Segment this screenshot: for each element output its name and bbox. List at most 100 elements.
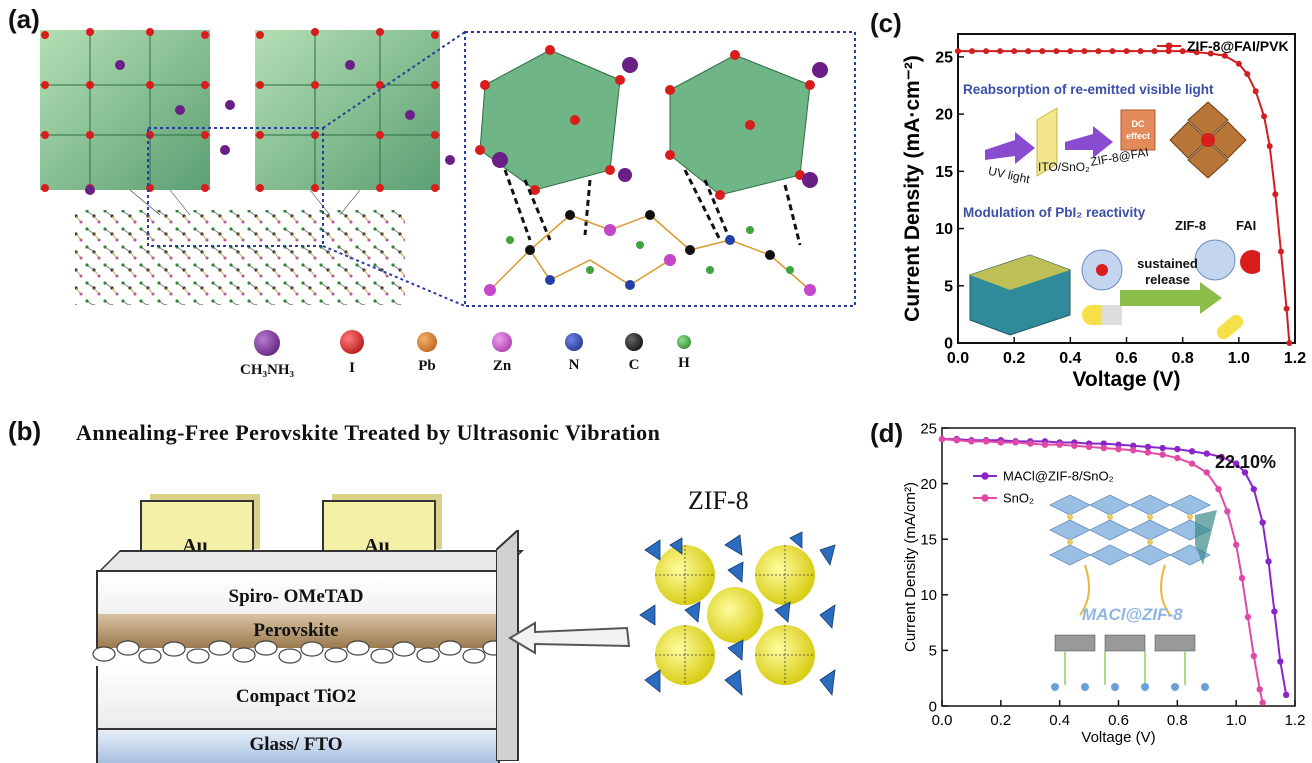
x-tick-label: 0.8: [1172, 350, 1194, 367]
data-point: [1179, 48, 1186, 55]
x-tick-label: 0.2: [1003, 350, 1025, 367]
x-tick-label: 0.8: [1167, 712, 1188, 729]
inset-c-modulation: Modulation of PbI₂ reactivity: [963, 205, 1146, 220]
data-point: [1286, 340, 1293, 346]
data-point: [1277, 658, 1284, 665]
perovskite-label: Perovskite: [253, 620, 339, 641]
data-point: [1188, 460, 1196, 467]
data-point: [1027, 440, 1034, 447]
legend-h: H: [664, 330, 704, 372]
data-point: [1109, 48, 1116, 55]
data-point: [1238, 574, 1246, 582]
y-tick-label: 25: [920, 420, 937, 437]
data-point: [1259, 519, 1266, 526]
legend-pb: Pb: [407, 330, 447, 375]
data-point: [1071, 442, 1078, 449]
data-point: [1041, 441, 1049, 448]
legend-ch3nh3: CH₃NH₃: [232, 330, 302, 379]
data-point: [1218, 453, 1225, 461]
data-point: [1130, 447, 1137, 454]
inset-c-uv-process: DC effect: [985, 107, 1156, 177]
panel-a-structure: [40, 28, 856, 307]
x-tick-label: 0.2: [990, 712, 1011, 729]
data-point: [1203, 469, 1210, 476]
y-tick-label: 0: [929, 698, 937, 715]
data-point: [1100, 444, 1107, 452]
octahedra-left-block: [40, 28, 455, 195]
legend-label-c: C: [628, 357, 640, 373]
panel-d-label: (d): [870, 418, 904, 448]
data-point: [955, 48, 961, 55]
data-point: [1056, 441, 1063, 448]
legend-swatch-c: [625, 333, 643, 351]
legend-label: SnO₂: [1003, 491, 1034, 506]
legend-n: N: [554, 330, 594, 374]
data-point: [1266, 143, 1273, 150]
data-point: [997, 439, 1005, 446]
inset-c-ito: ITO/SnO₂: [1038, 160, 1090, 174]
data-point: [997, 48, 1004, 55]
x-tick-label: 1.2: [1285, 712, 1306, 729]
y-tick-label: 15: [935, 164, 953, 181]
zif8-framework-layer: [75, 210, 405, 305]
inset-c-sustained-release: [969, 239, 1260, 340]
panel-a-zoom-inset: [464, 31, 856, 307]
legend-marker: [981, 472, 989, 480]
x-tick-label: 0.0: [932, 712, 953, 729]
data-point: [1207, 50, 1214, 57]
legend-swatch-pb: [417, 332, 437, 352]
data-point: [1039, 48, 1046, 55]
x-axis-label: Voltage (V): [1081, 729, 1155, 746]
y-tick-label: 15: [920, 531, 937, 548]
data-point: [1283, 305, 1290, 312]
x-tick-label: 0.6: [1115, 350, 1137, 367]
data-point: [1081, 48, 1088, 55]
data-point: [1244, 613, 1252, 621]
annotation-pce: 22.10%: [1215, 452, 1277, 472]
data-point: [1144, 443, 1152, 451]
y-tick-label: 20: [920, 476, 937, 493]
legend-marker: [1165, 42, 1173, 50]
zif8-label: ZIF-8: [688, 486, 749, 515]
data-point: [1188, 448, 1196, 455]
chart-c: 0.0 0.2 0.4 0.6 0.8 1.0 1.2 0 5 10 15 20 25 Voltage (…: [901, 33, 1306, 391]
legend-label: ZIF-8@FAI/PVK: [1187, 38, 1289, 54]
data-point: [1224, 508, 1231, 515]
panel-a-legend: CH₃NH₃ I Pb Zn N C H: [232, 330, 702, 380]
data-point: [1123, 48, 1130, 55]
inset-c-zif8: ZIF-8: [1175, 218, 1207, 233]
data-point: [1271, 608, 1278, 615]
zif8-crystal-structure: [639, 531, 836, 696]
legend-zn: Zn: [482, 330, 522, 375]
zif8-arrow: [508, 621, 631, 655]
data-point: [1159, 444, 1166, 452]
data-point: [1232, 541, 1240, 548]
data-point: [1025, 48, 1032, 55]
series-line: [942, 438, 1288, 696]
data-point: [1011, 48, 1018, 55]
data-point: [1235, 60, 1242, 67]
panel-c-label: (c): [870, 8, 902, 38]
svg-text:effect: effect: [1126, 131, 1150, 141]
spiro-label: Spiro- OMeTAD: [228, 586, 364, 607]
inset-c-sustained: sustained release: [1137, 256, 1198, 287]
y-tick-label: 0: [944, 336, 953, 353]
data-point: [1241, 469, 1249, 476]
legend-swatch-i: [340, 330, 364, 354]
data-point: [1256, 686, 1263, 693]
data-point: [1252, 88, 1259, 95]
data-point: [1151, 48, 1158, 55]
y-axis-label: Current Density (mA/cm²): [902, 482, 919, 652]
data-point: [1221, 52, 1228, 59]
legend-swatch-n: [565, 333, 583, 351]
data-point: [1085, 443, 1093, 451]
x-tick-label: 1.2: [1284, 350, 1306, 367]
data-point: [982, 438, 990, 445]
svg-text:DC: DC: [1132, 119, 1145, 129]
y-tick-label: 20: [935, 107, 953, 124]
inset-c-reabsorption: Reabsorption of re-emitted visible light: [963, 82, 1214, 97]
chart-d: 0.0 0.2 0.4 0.6 0.8 1.0 1.2 0 5 10 15 20 25 Voltage (…: [902, 420, 1306, 746]
y-axis-label: Current Density (mA·cm⁻²): [901, 55, 924, 322]
x-axis-label: Voltage (V): [1072, 368, 1180, 391]
legend-c: C: [614, 330, 654, 374]
